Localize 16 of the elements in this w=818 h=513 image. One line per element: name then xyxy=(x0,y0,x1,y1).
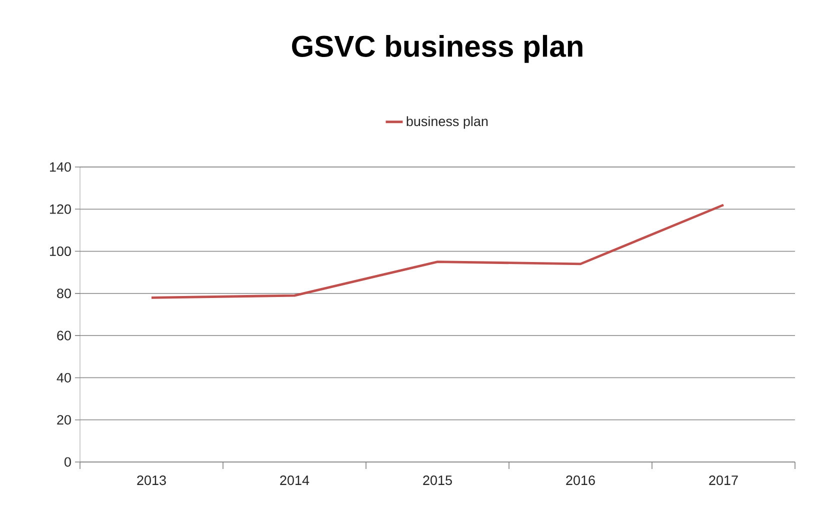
y-tick-label: 80 xyxy=(57,288,71,298)
y-tick-label: 100 xyxy=(50,246,71,256)
legend-label: business plan xyxy=(406,116,488,129)
y-tick-label: 0 xyxy=(64,457,71,467)
chart-title: GSVC business plan xyxy=(292,34,582,63)
y-tick-label: 20 xyxy=(57,415,71,425)
x-tick-label: 2017 xyxy=(709,476,738,486)
x-tick-label: 2014 xyxy=(280,476,310,486)
y-tick-label: 60 xyxy=(57,330,71,340)
y-tick-label: 140 xyxy=(50,162,71,172)
x-tick-label: 2013 xyxy=(137,476,166,486)
y-tick-label: 120 xyxy=(50,204,71,214)
line-series xyxy=(150,204,725,299)
x-tick-label: 2015 xyxy=(423,476,452,486)
y-tick-label: 40 xyxy=(56,372,71,382)
x-tick-label: 2016 xyxy=(566,476,595,486)
